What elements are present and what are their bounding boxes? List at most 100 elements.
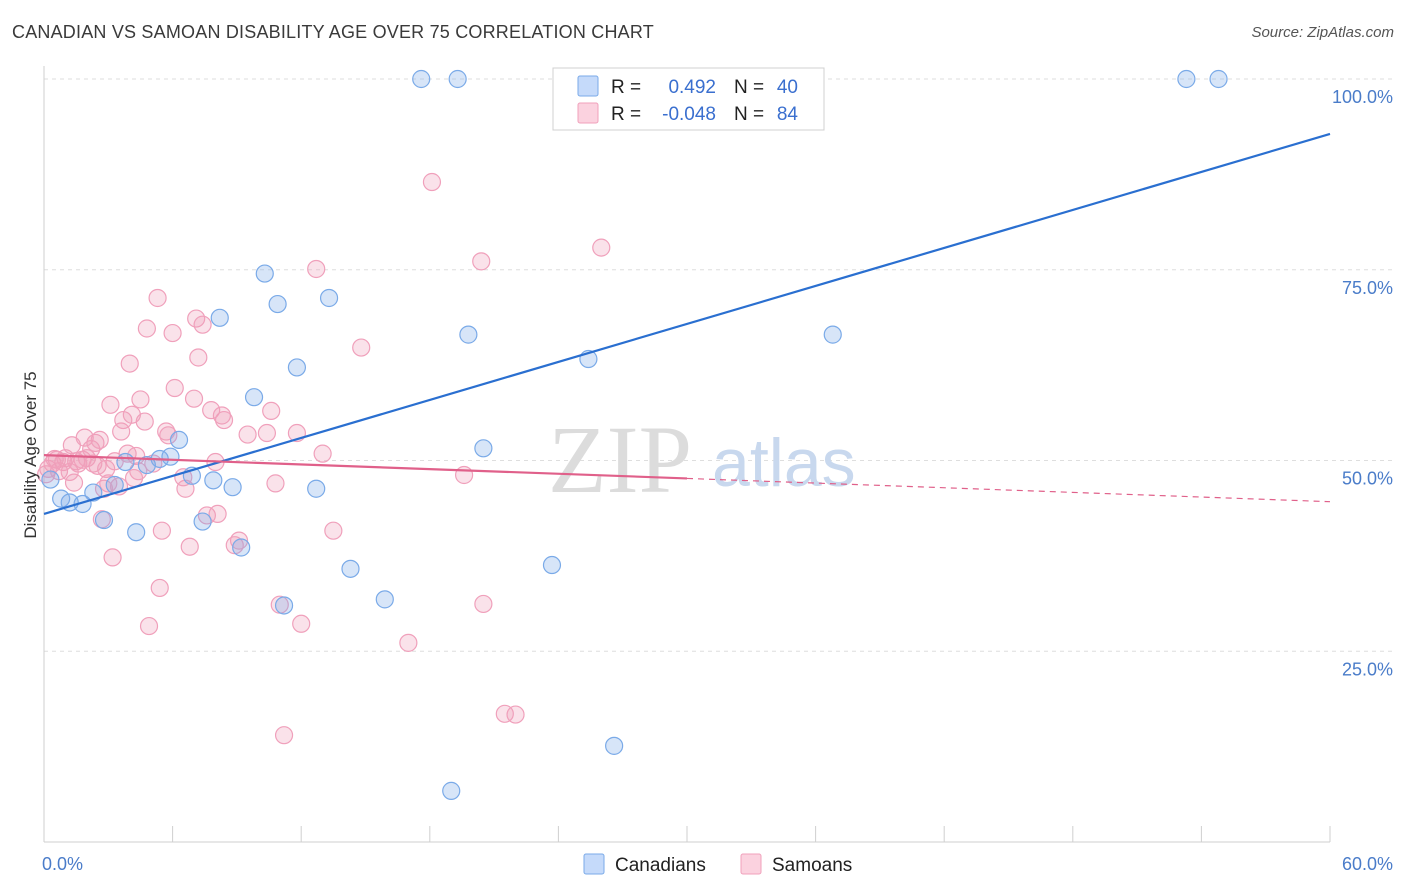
canadian-point: [287, 358, 307, 377]
axes: [43, 66, 1331, 843]
samoan-point: [75, 428, 94, 447]
canadian-point: [474, 439, 493, 458]
samoan-point: [90, 430, 109, 449]
samoan-point: [189, 348, 208, 367]
samoan-point: [193, 315, 212, 334]
canadian-point: [605, 736, 624, 755]
gridlines: [44, 78, 1392, 652]
canadian-point: [1177, 69, 1196, 89]
samoan-point: [229, 531, 249, 550]
canadian-point: [244, 388, 264, 407]
canadian-point: [823, 325, 842, 344]
canadian-point: [210, 308, 229, 327]
samoan-point: [313, 444, 332, 463]
samoan-point: [266, 474, 285, 493]
samoan-point: [506, 705, 525, 724]
legend-swatch-canadians: [583, 853, 605, 875]
legend-bottom: Canadians Samoans: [583, 853, 852, 876]
samoan-point: [159, 426, 178, 445]
canadian-point: [116, 452, 135, 472]
chart-title: CANADIAN VS SAMOAN DISABILITY AGE OVER 7…: [12, 22, 654, 42]
y-tick-label: 75.0%: [1342, 278, 1393, 298]
trend-lines: [43, 132, 1331, 515]
legend-top: R = 0.492 N = 40 R = -0.048 N = 84: [552, 67, 825, 131]
legend-n-value: 84: [777, 104, 799, 125]
legend-n-value: 40: [777, 77, 798, 98]
samoan-point: [399, 633, 418, 652]
canadian-point: [268, 294, 287, 314]
samoan-point: [202, 401, 221, 420]
samoan-point: [114, 410, 133, 430]
samoan-point: [137, 319, 156, 338]
samoan-point: [64, 473, 84, 492]
canadian-point: [274, 596, 294, 615]
x-tick-label: 60.0%: [1342, 854, 1393, 874]
samoan-point: [184, 389, 204, 408]
samoan-point: [101, 395, 120, 414]
samoan-point: [180, 537, 199, 556]
samoan-point: [152, 521, 171, 540]
y-tick-label: 50.0%: [1342, 469, 1393, 489]
canadian-point: [459, 325, 478, 344]
samoan-point: [208, 504, 227, 524]
canadian-point: [319, 288, 339, 308]
legend-label-canadians: Canadians: [615, 855, 706, 876]
canadian-point: [84, 483, 103, 502]
canadian-point: [232, 538, 251, 557]
canadian-trend-line: [43, 132, 1331, 515]
samoan-point: [112, 422, 131, 441]
legend-n-label: N =: [734, 104, 764, 125]
samoan-trend-line-dashed: [686, 477, 1331, 503]
samoan-point: [472, 252, 491, 271]
x-tick-label: 0.0%: [42, 854, 83, 874]
samoan-point: [292, 614, 311, 633]
legend-r-value: -0.048: [662, 104, 716, 125]
y-tick-label: 100.0%: [1332, 87, 1393, 107]
canadian-point: [307, 479, 326, 498]
samoan-point: [120, 354, 139, 373]
legend-r-label: R =: [611, 77, 641, 98]
canadian-point: [412, 69, 431, 89]
canadian-point: [375, 590, 394, 609]
watermark-atlas: atlas: [712, 425, 856, 501]
samoan-point: [257, 423, 277, 443]
legend-swatch-samoans: [577, 102, 599, 124]
samoan-point: [307, 259, 326, 279]
samoan-point: [214, 410, 234, 430]
canadian-point: [161, 447, 180, 466]
canadian-point: [204, 471, 223, 490]
canadian-point: [448, 69, 467, 89]
samoan-trend-line: [43, 454, 688, 480]
canadian-point: [542, 555, 562, 575]
y-tick-label: 25.0%: [1342, 659, 1393, 679]
samoan-point: [422, 172, 442, 192]
canadian-point: [41, 470, 60, 489]
samoan-point: [274, 726, 294, 745]
legend-n-label: N =: [734, 77, 764, 98]
legend-swatch-canadians: [577, 75, 599, 97]
canadian-point: [1209, 69, 1228, 89]
samoan-point: [165, 378, 184, 398]
canadian-point: [94, 510, 114, 530]
samoan-point: [238, 425, 257, 444]
samoan-point: [324, 521, 343, 540]
samoan-point: [163, 323, 182, 343]
samoan-point: [99, 474, 118, 493]
canadian-point: [193, 512, 212, 531]
samoan-point: [150, 578, 169, 598]
chart-source: Source: ZipAtlas.com: [1251, 24, 1394, 41]
watermark: ZIP atlas: [548, 406, 856, 513]
samoan-point: [474, 594, 493, 614]
watermark-zip: ZIP: [548, 406, 692, 513]
samoan-point: [131, 390, 150, 409]
canadian-point: [442, 781, 461, 800]
samoan-point: [139, 616, 159, 636]
legend-r-value: 0.492: [668, 77, 716, 98]
samoan-point: [592, 238, 611, 257]
canadian-point: [169, 430, 189, 449]
legend-r-label: R =: [611, 104, 641, 125]
samoan-point: [352, 338, 371, 357]
canadian-point: [341, 559, 360, 578]
tick-labels: 25.0% 50.0% 75.0% 100.0% 0.0% 60.0%: [42, 87, 1393, 874]
